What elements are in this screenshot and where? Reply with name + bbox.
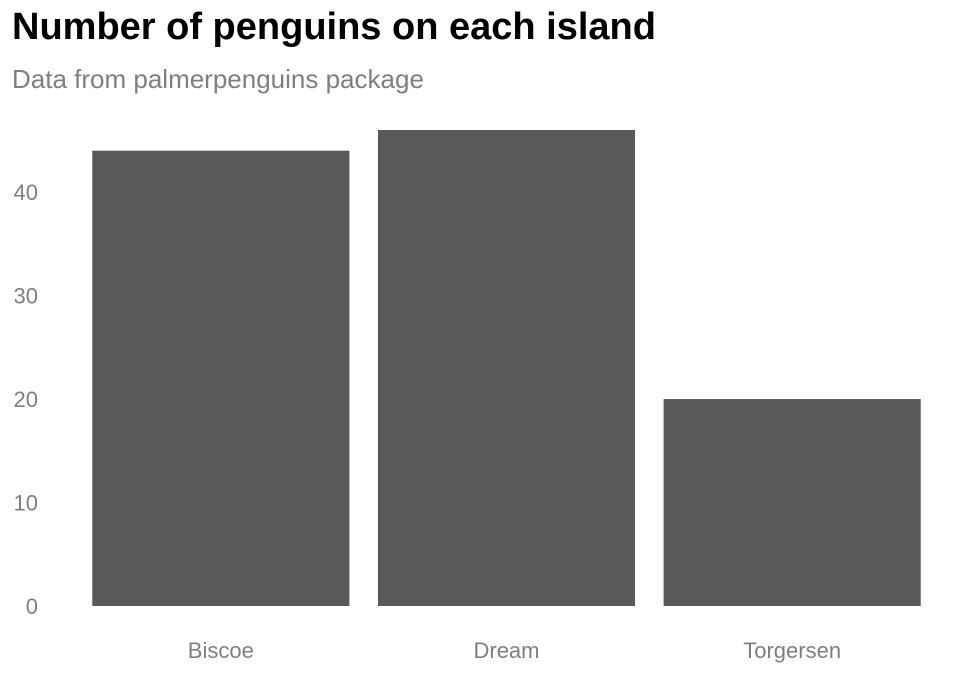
y-tick-label: 30 <box>14 284 38 309</box>
x-tick-label: Dream <box>473 638 539 663</box>
bar-biscoe <box>92 150 350 606</box>
y-tick-label: 20 <box>14 387 38 412</box>
y-axis-ticks: 0 10 20 30 40 <box>14 180 38 619</box>
x-axis-ticks: Biscoe Dream Torgersen <box>188 638 841 663</box>
x-tick-label: Torgersen <box>743 638 841 663</box>
y-tick-label: 40 <box>14 180 38 205</box>
bar-torgersen <box>663 399 921 606</box>
chart-title: Number of penguins on each island <box>12 6 656 48</box>
y-tick-label: 10 <box>14 491 38 516</box>
bars <box>92 130 921 606</box>
chart-subtitle: Data from palmerpenguins package <box>12 64 424 94</box>
y-tick-label: 0 <box>26 594 38 619</box>
x-tick-label: Biscoe <box>188 638 254 663</box>
bar-dream <box>377 130 636 606</box>
